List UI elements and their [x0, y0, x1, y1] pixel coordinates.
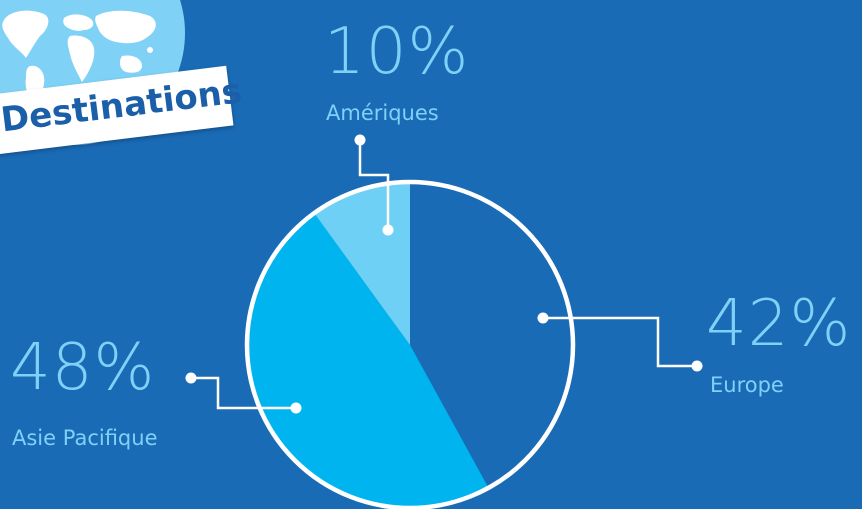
callout-dot-ameriques-outer — [354, 134, 366, 146]
world-map-icon — [2, 10, 156, 110]
pie-slices — [247, 182, 573, 508]
data-label-name-ameriques: Amériques — [326, 101, 439, 125]
pie-slice-asie-pacifique — [247, 213, 489, 508]
callout-dot-ameriques-inner — [382, 224, 394, 236]
data-label-name-europe: Europe — [710, 373, 784, 397]
data-label-value-asie-pacifique: 48% — [10, 331, 156, 405]
data-label-name-asie-pacifique: Asie Pacifique — [12, 426, 158, 450]
callout-dot-asie-inner — [290, 402, 302, 414]
callout-dots — [185, 134, 703, 414]
pie-slice-europe — [410, 182, 573, 488]
callout-dot-europe-inner — [537, 312, 549, 324]
callout-line-ameriques — [358, 140, 390, 230]
callout-line-europe — [543, 316, 697, 368]
pie-slice-ameriques — [314, 182, 410, 345]
pie-outline — [244, 179, 576, 509]
data-label-value-ameriques: 10% — [324, 15, 470, 89]
callout-line-asie-pacifique — [191, 376, 296, 410]
callout-dot-europe-outer — [691, 360, 703, 372]
callout-dot-asie-outer — [185, 372, 197, 384]
callouts — [191, 140, 697, 410]
data-label-value-europe: 42% — [706, 287, 852, 361]
